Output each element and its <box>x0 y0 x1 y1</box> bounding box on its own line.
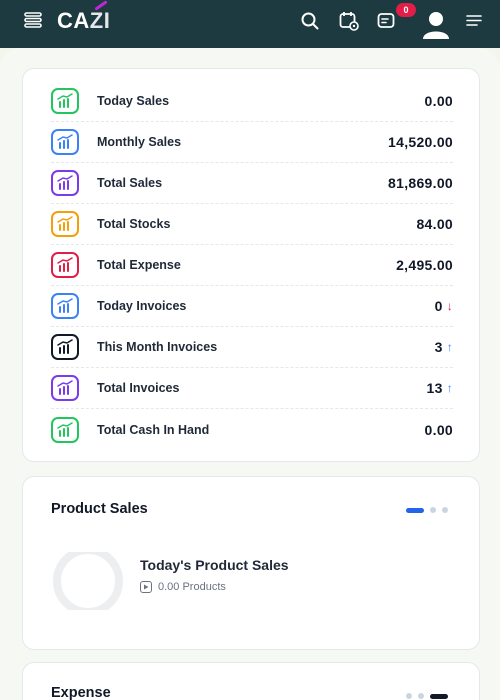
top-navbar: CA ZI 0 <box>0 0 500 48</box>
app-logo[interactable]: CA ZI <box>57 8 110 34</box>
message-icon[interactable] <box>376 10 398 32</box>
stat-value: 3 ↑ <box>435 339 453 355</box>
product-sales-title: Product Sales <box>51 501 148 517</box>
stat-label: Total Stocks <box>97 217 171 231</box>
arrow-up-icon: ↑ <box>446 340 453 354</box>
stat-value: 2,495.00 <box>396 257 453 273</box>
stat-row[interactable]: Total Expense 2,495.00 <box>51 245 453 286</box>
stat-label: Total Invoices <box>97 381 180 395</box>
search-icon[interactable] <box>299 10 321 32</box>
product-sales-card: Product Sales Today's Product Sales 0.00… <box>22 476 480 650</box>
stat-value: 0.00 <box>425 422 453 438</box>
carousel-dots <box>406 507 448 513</box>
stat-row[interactable]: Total Stocks 84.00 <box>51 204 453 245</box>
stat-value: 13 ↑ <box>427 380 454 396</box>
summary-stats-card: Today Sales 0.00 Monthly Sales 14,520.00 Tot… <box>22 68 480 462</box>
stat-label: This Month Invoices <box>97 340 218 354</box>
carousel-dot-active[interactable] <box>406 507 424 513</box>
stat-value-text: 14,520.00 <box>388 134 453 150</box>
stat-value-text: 84.00 <box>416 216 453 232</box>
logo-text-right: ZI <box>89 8 111 33</box>
stat-label: Monthly Sales <box>97 135 182 149</box>
play-icon <box>140 581 152 593</box>
user-avatar-icon[interactable] <box>421 9 451 39</box>
expense-carousel-dots <box>406 693 448 699</box>
stat-row[interactable]: Total Cash In Hand 0.00 <box>51 409 453 450</box>
arrow-up-icon: ↑ <box>446 381 453 395</box>
stat-value: 14,520.00 <box>388 134 453 150</box>
today-product-sales-title: Today's Product Sales <box>140 557 289 573</box>
chart-trend-icon <box>51 129 79 155</box>
stat-row[interactable]: This Month Invoices 3 ↑ <box>51 327 453 368</box>
carousel-dot-active[interactable] <box>430 693 448 699</box>
chart-trend-icon <box>51 211 79 237</box>
chart-trend-icon <box>51 375 79 401</box>
stat-label: Total Cash In Hand <box>97 422 210 437</box>
stat-label: Total Expense <box>97 258 181 272</box>
stat-row[interactable]: Total Sales 81,869.00 <box>51 163 453 204</box>
chart-trend-icon <box>51 170 79 196</box>
chart-trend-icon <box>51 88 79 114</box>
product-sales-donut-chart <box>53 552 123 610</box>
stat-label: Today Sales <box>97 94 170 108</box>
product-count-text: 0.00 Products <box>158 581 226 593</box>
stat-value: 0.00 <box>425 93 453 109</box>
chart-trend-icon <box>51 293 79 319</box>
stat-value: 84.00 <box>416 216 453 232</box>
stat-value-text: 0.00 <box>424 93 453 109</box>
expense-card: Expense <box>22 662 480 700</box>
carousel-dot[interactable] <box>430 507 436 513</box>
notification-badge: 0 <box>396 3 416 17</box>
calendar-settings-icon[interactable] <box>338 10 360 32</box>
stat-value: 81,869.00 <box>388 175 453 191</box>
chart-trend-icon <box>51 416 79 443</box>
carousel-dot[interactable] <box>406 693 412 699</box>
carousel-dot[interactable] <box>418 693 424 699</box>
stat-label: Today Invoices <box>97 299 187 313</box>
stat-value-text: 13 <box>426 380 443 396</box>
stat-value-text: 3 <box>434 339 443 355</box>
stat-value: 0 ↓ <box>435 298 453 314</box>
stat-row[interactable]: Today Sales 0.00 <box>51 81 453 122</box>
stat-value-text: 2,495.00 <box>396 257 453 273</box>
chart-trend-icon <box>51 334 79 360</box>
stat-row[interactable]: Total Invoices 13 ↑ <box>51 368 453 409</box>
stat-value-text: 0 <box>434 298 443 314</box>
logo-text-left: CA <box>57 8 90 33</box>
carousel-dot[interactable] <box>442 507 448 513</box>
stat-value-text: 0.00 <box>424 421 453 438</box>
align-right-menu-icon[interactable] <box>464 12 486 34</box>
expense-title: Expense <box>51 685 111 700</box>
stat-row[interactable]: Today Invoices 0 ↓ <box>51 286 453 327</box>
arrow-down-icon: ↓ <box>446 299 453 313</box>
chart-trend-icon <box>51 252 79 278</box>
product-count: 0.00 Products <box>140 581 226 593</box>
stat-label: Total Sales <box>97 176 163 190</box>
stat-row[interactable]: Monthly Sales 14,520.00 <box>51 122 453 163</box>
stat-value-text: 81,869.00 <box>388 175 453 191</box>
menu-icon[interactable] <box>24 12 42 28</box>
